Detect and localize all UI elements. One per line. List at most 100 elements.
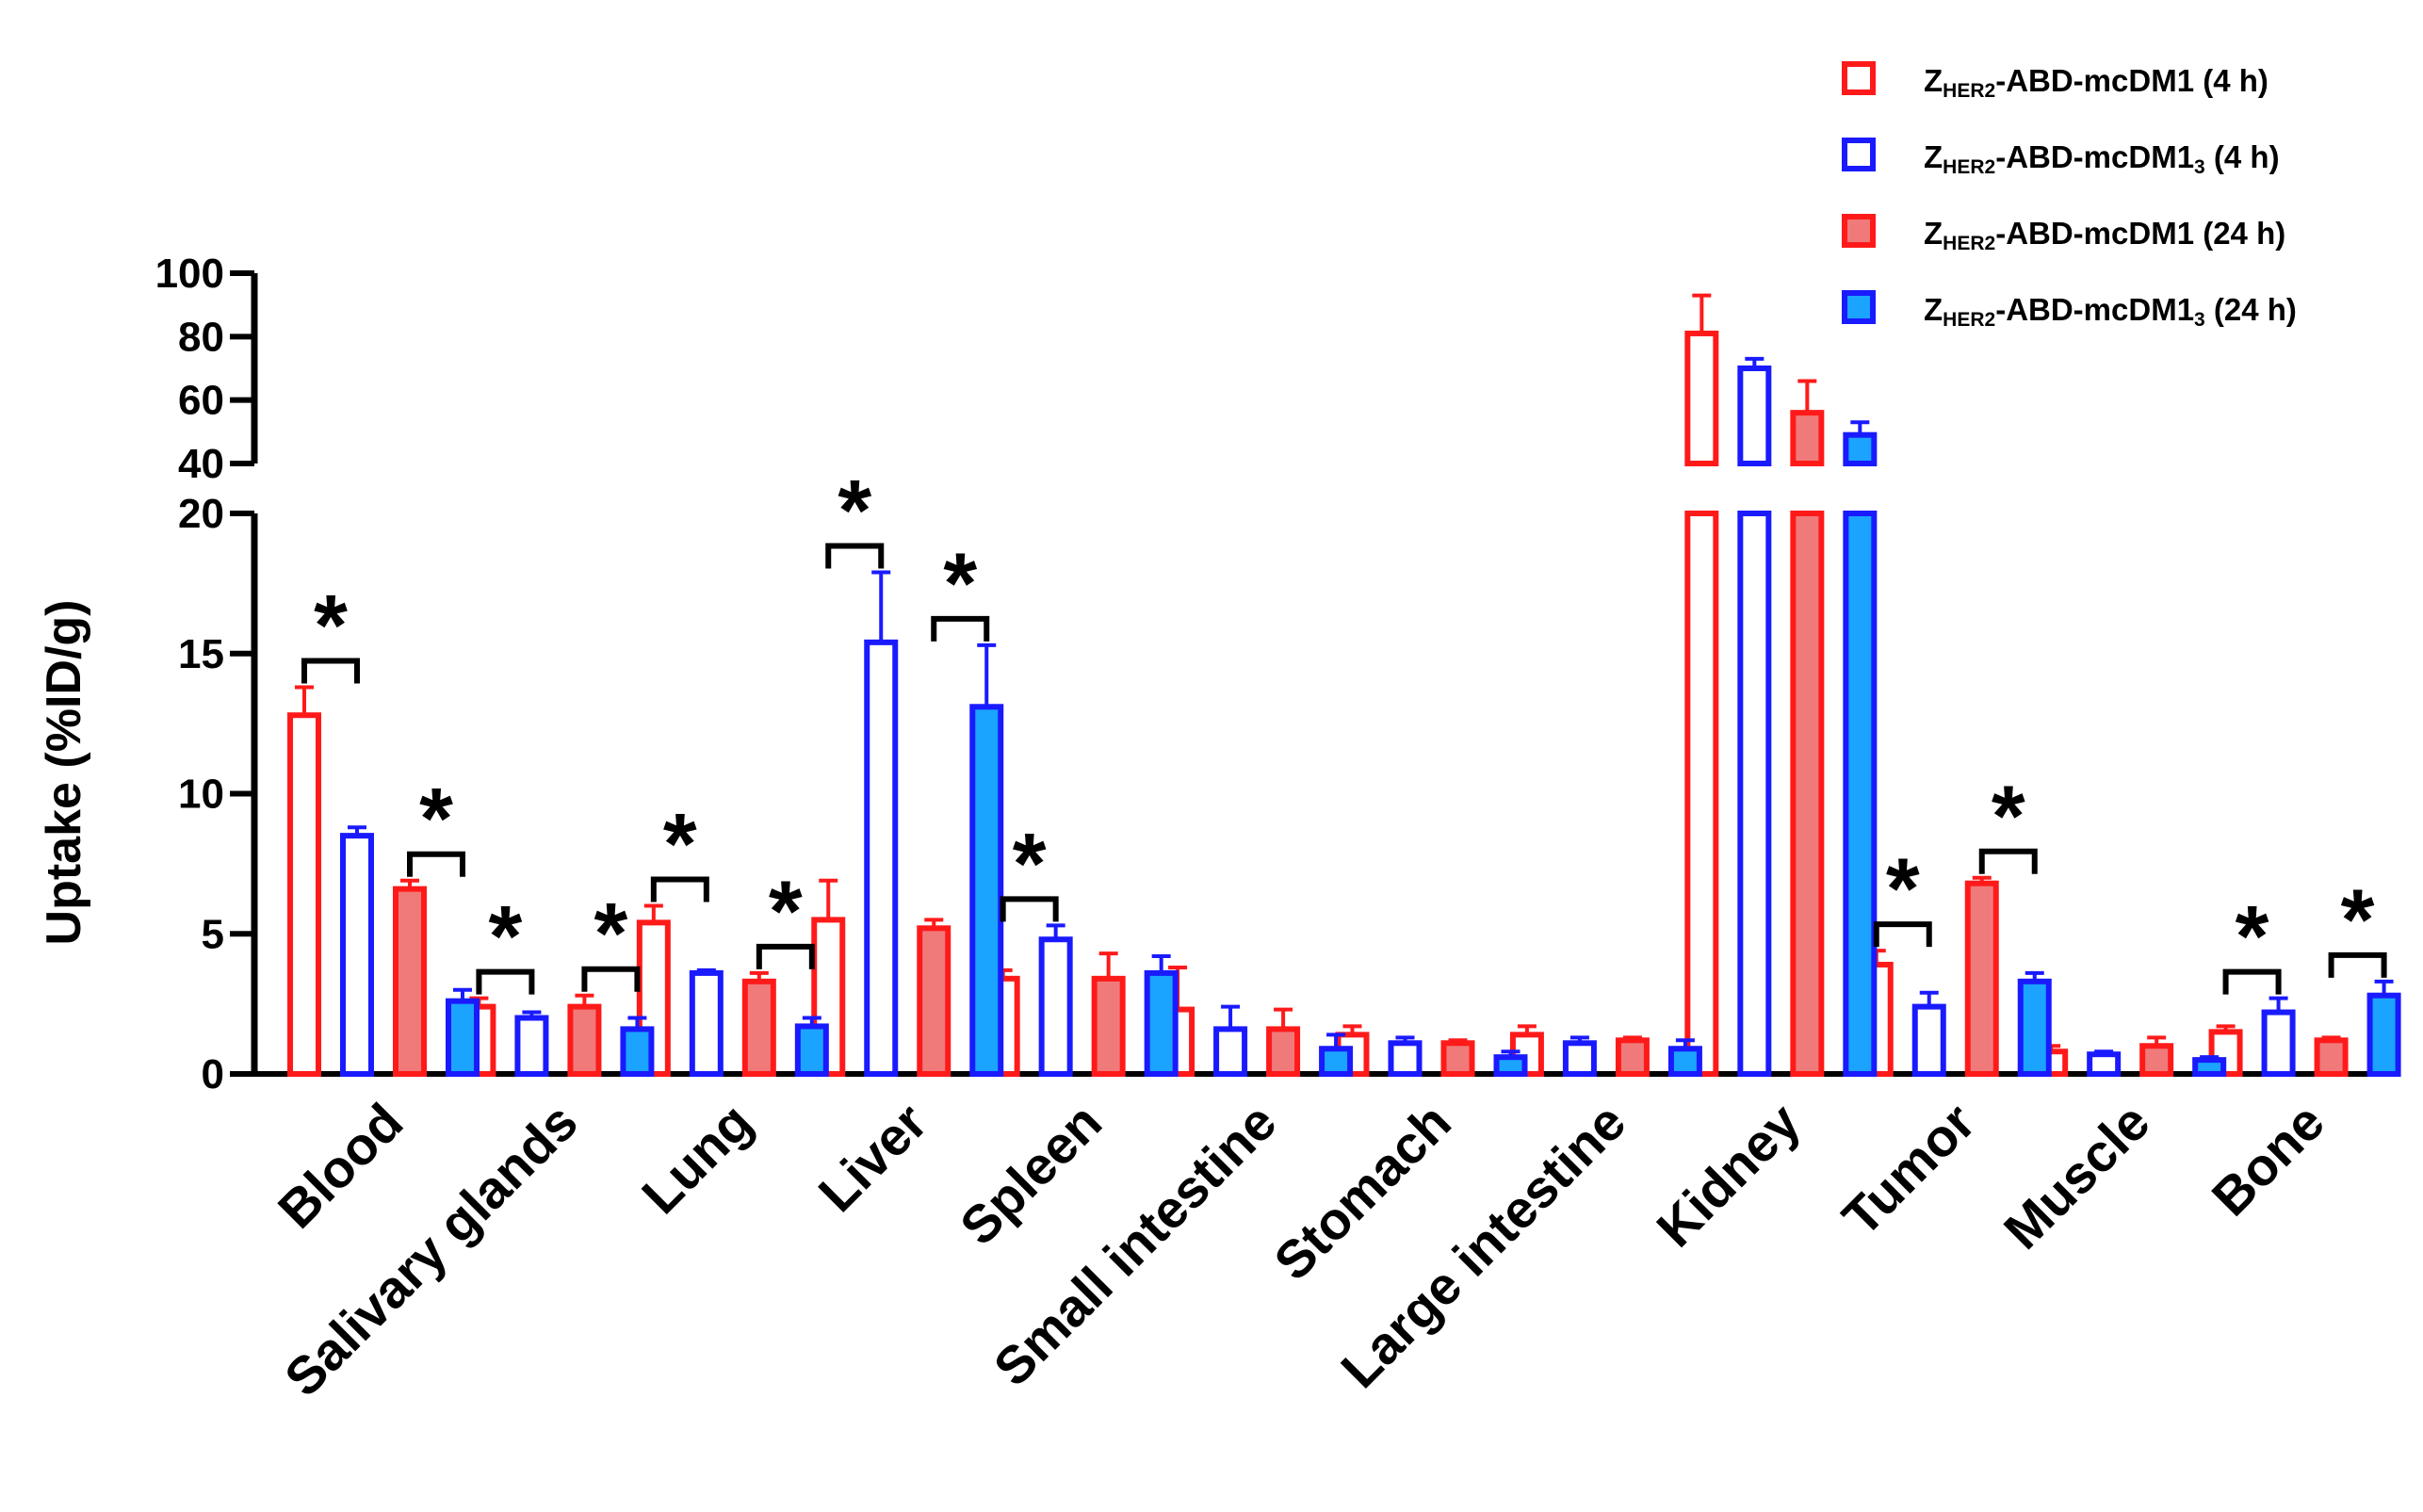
category-label-bone: Bone <box>2201 1092 2336 1227</box>
significance-bracket <box>2222 968 2282 995</box>
bar-kidney-series-3-upper <box>1790 410 1825 466</box>
bar-liver-series-4 <box>969 704 1004 1078</box>
bar-salivary-glands-series-2 <box>514 1015 549 1077</box>
legend-swatch-series-4 <box>1842 290 1876 324</box>
legend-subscript: HER2 <box>1943 156 1995 178</box>
bar-kidney-series-2-upper <box>1737 366 1772 466</box>
bar-liver-series-3 <box>917 925 951 1077</box>
bar-blood-series-3 <box>393 886 427 1078</box>
bar-muscle-series-3 <box>2139 1043 2174 1077</box>
bar-muscle-series-4 <box>2192 1057 2227 1077</box>
legend-text: Z <box>1924 292 1943 327</box>
significance-star: * <box>837 463 871 559</box>
legend-subscript: HER2 <box>1943 233 1995 254</box>
category-label-tumor: Tumor <box>1830 1092 1986 1247</box>
legend-label-series-2: ZHER2-ABD-mcDM13 (4 h) <box>1924 139 2280 178</box>
legend-text: -ABD-mcDM1 <box>1995 139 2194 174</box>
upper-tick-label: 40 <box>178 441 224 487</box>
significance-star: * <box>663 797 697 893</box>
bar-bone-series-2 <box>2261 1009 2296 1078</box>
bar-kidney-series-2-lower <box>1737 511 1772 1077</box>
significance-bracket <box>1873 921 1932 948</box>
significance-bracket <box>301 658 360 684</box>
bar-lung-series-2 <box>689 969 724 1078</box>
bar-small-intestine-series-4 <box>1319 1046 1354 1077</box>
legend-text: (4 h) <box>2205 139 2280 174</box>
bar-tumor-series-3 <box>1964 880 1999 1078</box>
significance-star: * <box>1886 841 1920 937</box>
upper-tick-label: 60 <box>178 378 224 424</box>
significance-star: * <box>314 577 348 674</box>
lower-tick-label: 0 <box>202 1051 224 1097</box>
significance-bracket <box>1000 896 1059 922</box>
bar-large-intestine-series-2 <box>1562 1040 1597 1078</box>
significance-star: * <box>2341 872 2375 968</box>
bar-spleen-series-4 <box>1144 969 1179 1078</box>
bar-tumor-series-4 <box>2017 978 2052 1077</box>
bar-large-intestine-series-3 <box>1615 1037 1650 1078</box>
lower-tick-label: 20 <box>178 491 224 537</box>
legend-text: Z <box>1924 63 1943 98</box>
bar-kidney-series-4-upper <box>1843 431 1878 467</box>
bar-stomach-series-4 <box>1493 1054 1528 1078</box>
bar-small-intestine-series-3 <box>1266 1026 1301 1078</box>
legend-text: Z <box>1924 216 1943 251</box>
category-label-liver: Liver <box>807 1092 938 1223</box>
lower-tick-label: 5 <box>202 911 224 957</box>
bar-salivary-glands-series-3 <box>567 1003 602 1077</box>
significance-star: * <box>594 886 628 983</box>
bar-blood-series-1 <box>287 712 321 1077</box>
significance-star: * <box>943 536 977 632</box>
category-label-salivary-glands: Salivary glands <box>273 1092 589 1407</box>
legend-label-series-1: ZHER2-ABD-mcDM1 (4 h) <box>1924 63 2269 102</box>
bar-spleen-series-3 <box>1091 975 1126 1077</box>
legend-subscript: 3 <box>2194 309 2205 331</box>
bar-small-intestine-series-2 <box>1213 1026 1248 1078</box>
chart-bars <box>287 293 2401 1078</box>
bar-kidney-series-1-lower <box>1684 511 1719 1077</box>
lower-tick-label: 10 <box>178 772 224 818</box>
legend-text: -ABD-mcDM1 <box>1995 292 2194 327</box>
bar-salivary-glands-series-4 <box>620 1026 655 1078</box>
bar-liver-series-2 <box>864 639 899 1077</box>
legend-swatch-series-1 <box>1842 61 1876 95</box>
bar-lung-series-3 <box>741 978 776 1077</box>
significance-bracket <box>1978 848 2038 874</box>
legend-text: (24 h) <box>2205 292 2297 327</box>
category-label-blood: Blood <box>267 1092 415 1240</box>
category-label-muscle: Muscle <box>1992 1092 2161 1260</box>
significance-bracket <box>581 966 641 992</box>
bar-kidney-series-4-lower <box>1843 511 1878 1077</box>
bar-bone-series-3 <box>2314 1037 2349 1078</box>
bar-muscle-series-2 <box>2087 1051 2122 1078</box>
y-axis-title: Uptake (%ID/g) <box>37 600 91 946</box>
significance-star: * <box>1992 769 2025 865</box>
significance-bracket <box>931 615 990 642</box>
significance-star: * <box>2236 889 2269 985</box>
upper-tick-label: 100 <box>155 251 224 297</box>
significance-bracket <box>407 851 465 877</box>
lower-tick-label: 15 <box>178 631 224 677</box>
significance-bracket <box>476 968 535 995</box>
bar-kidney-series-3-lower <box>1790 511 1825 1077</box>
significance-star: * <box>1013 816 1047 912</box>
significance-star: * <box>489 889 523 985</box>
legend-swatch-series-2 <box>1842 138 1876 171</box>
significance-star: * <box>419 772 453 868</box>
legend-label-series-3: ZHER2-ABD-mcDM1 (24 h) <box>1924 216 2285 254</box>
legend-subscript: HER2 <box>1943 80 1995 102</box>
bar-blood-series-4 <box>446 998 480 1078</box>
bar-kidney-series-1-upper <box>1684 330 1719 467</box>
bar-bone-series-4 <box>2366 992 2401 1077</box>
legend-swatch-series-3 <box>1842 214 1876 248</box>
chart-legend: ZHER2-ABD-mcDM1 (4 h)ZHER2-ABD-mcDM13 (4… <box>1842 61 2297 331</box>
bar-blood-series-2 <box>340 833 374 1077</box>
significance-bracket <box>825 543 885 569</box>
category-label-kidney: Kidney <box>1645 1092 1812 1259</box>
significance-markers: * * * * * * * * * * * * * <box>301 463 2387 995</box>
significance-bracket <box>2328 951 2387 978</box>
significance-star: * <box>769 864 803 960</box>
